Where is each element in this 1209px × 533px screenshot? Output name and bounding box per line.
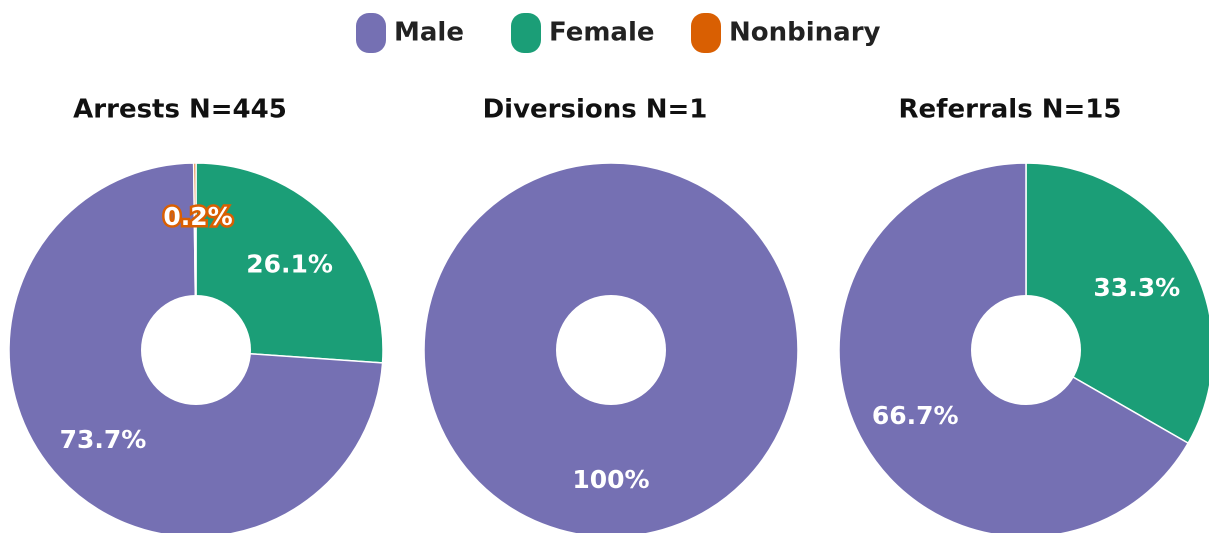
value-label: 100%	[572, 465, 649, 494]
donut-hole	[141, 295, 251, 405]
chart-title: Arrests N=445	[73, 95, 287, 125]
value-label: 73.7%	[60, 425, 147, 454]
legend-swatch	[691, 13, 721, 53]
value-label: 0.2%	[163, 202, 232, 231]
value-label: 66.7%	[872, 401, 959, 430]
legend-label: Female	[549, 18, 655, 48]
donut-hole	[971, 295, 1081, 405]
pie-slice	[195, 162, 384, 364]
chart-title: Referrals N=15	[899, 95, 1122, 125]
legend-label: Male	[394, 18, 464, 48]
chart-title: Diversions N=1	[483, 95, 708, 125]
donut-hole	[556, 295, 666, 405]
legend-label: Nonbinary	[729, 18, 881, 48]
legend-swatch	[511, 13, 541, 53]
legend-swatch	[356, 13, 386, 53]
value-label: 33.3%	[1093, 273, 1180, 302]
value-label: 26.1%	[246, 250, 333, 279]
